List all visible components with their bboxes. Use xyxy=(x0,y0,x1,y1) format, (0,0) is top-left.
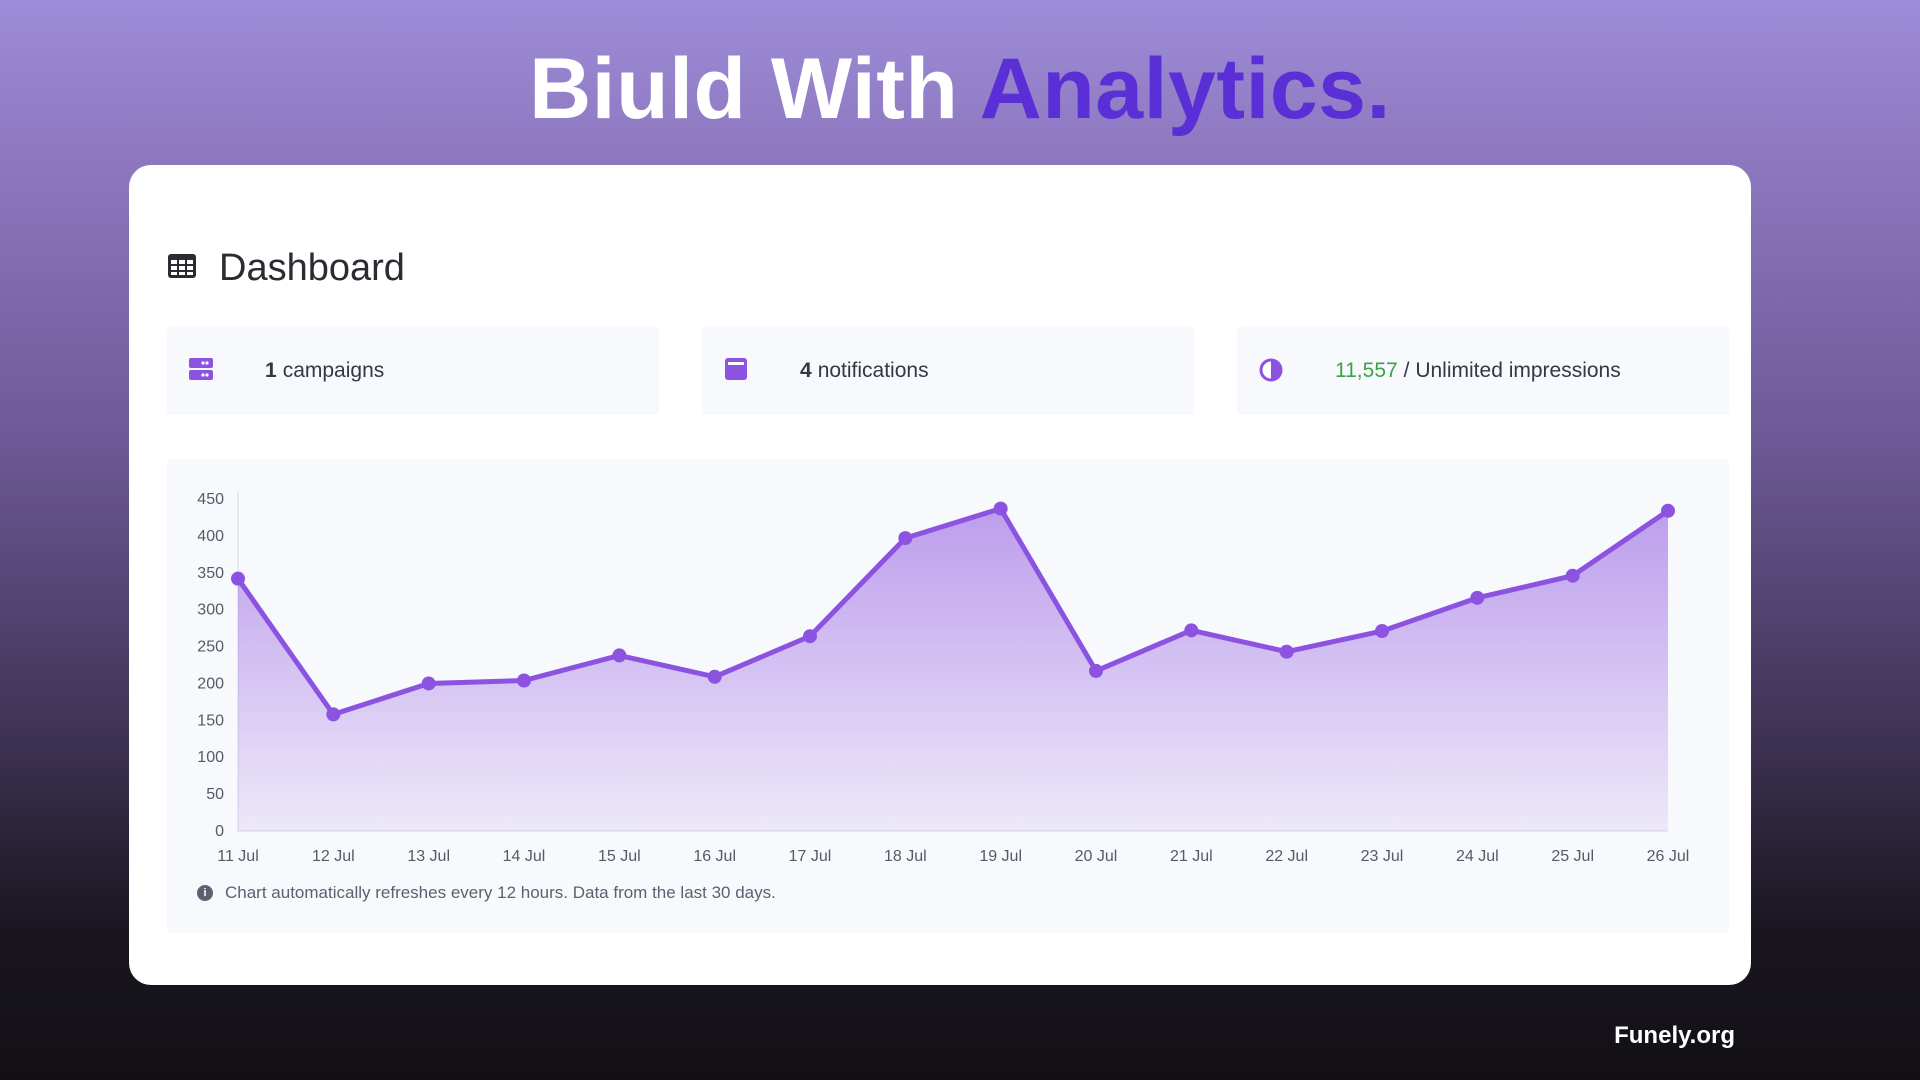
stat-campaigns-text: 1 campaigns xyxy=(265,326,384,415)
x-tick-label: 16 Jul xyxy=(693,848,736,865)
campaigns-label: campaigns xyxy=(282,358,385,382)
chart-note: Chart automatically refreshes every 12 h… xyxy=(225,883,776,902)
stat-notifications[interactable]: 4 notifications xyxy=(702,326,1194,415)
x-tick-label: 26 Jul xyxy=(1647,848,1690,865)
server-stack-icon xyxy=(189,358,213,385)
headline: Biuld With Analytics. xyxy=(0,40,1920,139)
data-point xyxy=(1661,503,1675,518)
table-grid-icon xyxy=(167,253,197,284)
stat-campaigns[interactable]: 1 campaigns xyxy=(167,326,659,415)
half-circle-icon xyxy=(1259,358,1283,387)
data-point xyxy=(803,629,817,644)
x-tick-label: 23 Jul xyxy=(1361,848,1404,865)
x-tick-label: 12 Jul xyxy=(312,848,355,865)
info-icon: i xyxy=(197,885,213,901)
dashboard-header: Dashboard xyxy=(167,247,405,290)
impressions-chart: 0 50 100 150 200 250 300 350 400 450 11 Jul 12 Jul 1… xyxy=(197,491,1690,865)
data-point xyxy=(1375,624,1389,639)
x-tick-label: 19 Jul xyxy=(979,848,1022,865)
notifications-count: 4 xyxy=(800,358,812,382)
x-tick-label: 14 Jul xyxy=(503,848,546,865)
stat-impressions-text: 11,557 / Unlimited impressions xyxy=(1335,326,1621,415)
impressions-label: / Unlimited impressions xyxy=(1403,358,1621,382)
data-point xyxy=(1089,663,1103,678)
page-title: Dashboard xyxy=(219,247,405,289)
headline-accent: Analytics. xyxy=(979,41,1391,137)
y-tick-label: 300 xyxy=(197,602,224,619)
x-tick-label: 17 Jul xyxy=(789,848,832,865)
data-point xyxy=(898,531,913,546)
headline-part1: Biuld With xyxy=(529,41,959,137)
x-tick-label: 11 Jul xyxy=(217,848,259,865)
chart-footnote: i Chart automatically refreshes every 12… xyxy=(197,883,776,903)
dashboard-card: Dashboard 1 campaigns 4 notifications xyxy=(129,165,1751,985)
data-point xyxy=(517,673,531,688)
y-tick-label: 200 xyxy=(197,675,224,692)
y-tick-label: 250 xyxy=(197,639,224,656)
x-tick-label: 22 Jul xyxy=(1265,848,1308,865)
series-line xyxy=(235,506,1670,717)
y-tick-label: 100 xyxy=(197,749,224,766)
impressions-used: 11,557 xyxy=(1335,358,1398,382)
data-point xyxy=(421,676,436,691)
x-tick-label: 25 Jul xyxy=(1551,848,1594,865)
data-point xyxy=(231,571,245,586)
notifications-label: notifications xyxy=(817,358,929,382)
data-point xyxy=(1184,623,1199,638)
y-tick-label: 150 xyxy=(197,712,224,729)
data-point xyxy=(1565,568,1580,583)
x-tick-label: 15 Jul xyxy=(598,848,641,865)
stat-notifications-text: 4 notifications xyxy=(800,326,929,415)
data-point xyxy=(612,648,627,663)
y-tick-label: 0 xyxy=(215,823,224,840)
data-point xyxy=(993,501,1008,516)
y-tick-label: 50 xyxy=(206,786,224,803)
chart-panel: 0 50 100 150 200 250 300 350 400 450 11 Jul 12 Jul 1… xyxy=(167,459,1729,933)
x-tick-label: 20 Jul xyxy=(1075,848,1118,865)
stat-impressions[interactable]: 11,557 / Unlimited impressions xyxy=(1237,326,1729,415)
x-tick-label: 18 Jul xyxy=(884,848,927,865)
y-tick-label: 450 xyxy=(197,491,224,508)
data-point xyxy=(707,669,722,684)
x-tick-label: 21 Jul xyxy=(1170,848,1213,865)
data-point xyxy=(1279,644,1294,659)
campaigns-count: 1 xyxy=(265,358,277,382)
x-tick-label: 24 Jul xyxy=(1456,848,1499,865)
y-tick-label: 400 xyxy=(197,528,224,545)
series-area xyxy=(238,508,1668,831)
data-point xyxy=(1470,590,1485,605)
inbox-card-icon xyxy=(724,358,748,385)
data-point xyxy=(326,707,341,722)
y-tick-label: 350 xyxy=(197,565,224,582)
x-tick-label: 13 Jul xyxy=(407,848,450,865)
brand-logo-text: Funely.org xyxy=(1614,1022,1735,1049)
